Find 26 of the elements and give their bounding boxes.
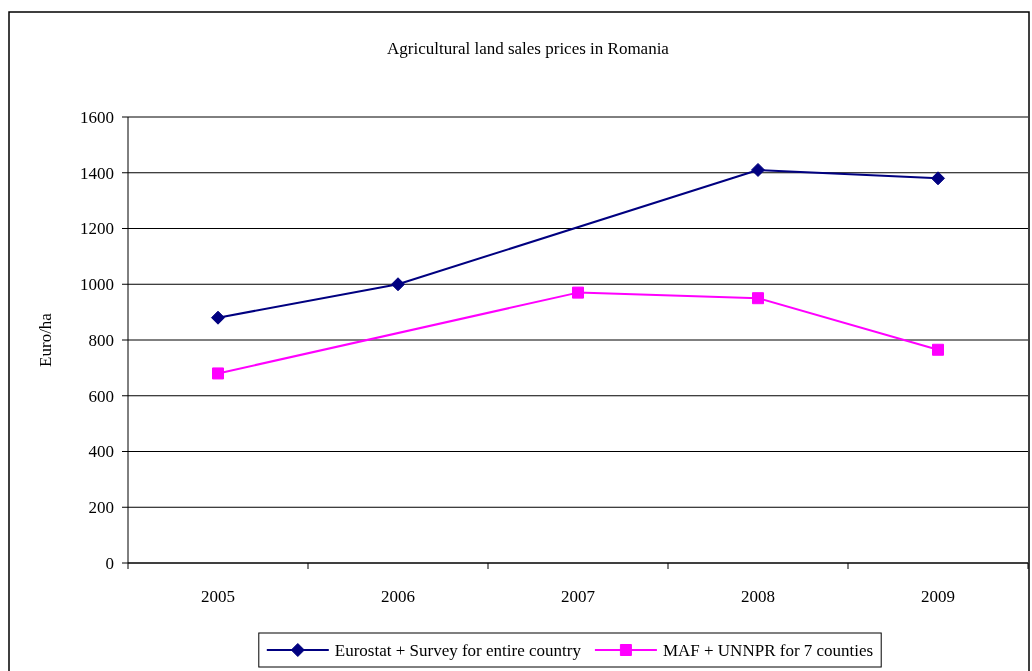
y-tick-label: 1200 (80, 219, 114, 239)
x-tick-label: 2008 (741, 587, 775, 606)
y-tick-label: 400 (88, 442, 114, 462)
x-tick-label: 2005 (201, 587, 235, 606)
point (932, 343, 944, 356)
y-axis-title: Euro/ha (36, 312, 55, 367)
legend-label: MAF + UNNPR for 7 counties (662, 640, 874, 660)
point (751, 162, 765, 177)
x-tick-label: 2007 (561, 587, 596, 606)
legend-label: Eurostat + Survey for entire country (334, 640, 582, 660)
y-tick-label: 200 (88, 498, 114, 518)
y-tick-label: 600 (88, 386, 114, 406)
y-tick-label: 1000 (80, 275, 114, 295)
y-tick-label: 1600 (80, 107, 114, 127)
point (931, 171, 945, 186)
x-tick-label: 2006 (381, 587, 415, 606)
point (391, 277, 405, 292)
y-tick-label: 0 (105, 553, 114, 573)
point (752, 292, 764, 305)
point (212, 367, 224, 380)
chart-title: Agricultural land sales prices in Romania (387, 39, 670, 58)
x-tick-label: 2009 (921, 587, 955, 606)
y-tick-label: 1400 (80, 163, 114, 183)
point (211, 310, 225, 325)
point (572, 286, 584, 299)
y-tick-label: 800 (88, 330, 114, 350)
